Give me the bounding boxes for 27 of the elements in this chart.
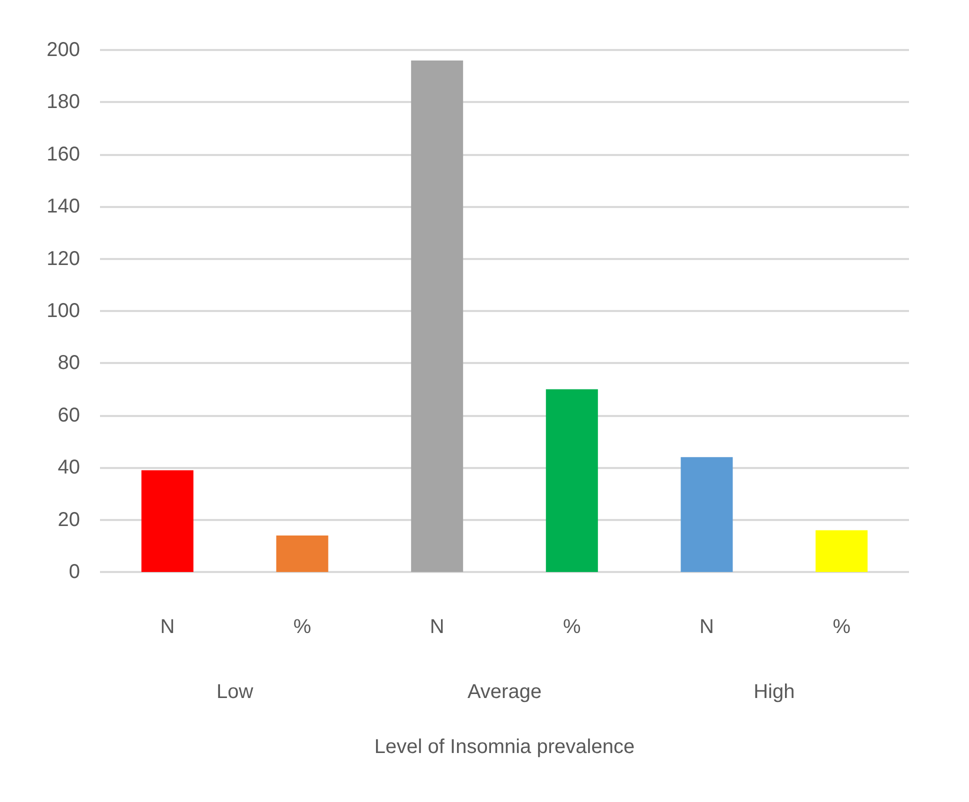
bar [546,389,598,572]
text: Average [467,681,542,703]
text: Low [216,681,254,703]
x-tick-label: % [563,616,582,638]
y-tick-label: 20 [58,508,80,531]
x-tick-label: N [700,616,714,638]
bar [816,530,868,572]
bar [276,535,328,572]
bar [411,60,464,572]
y-tick-label: 80 [58,352,80,374]
x-tick-label: N [160,616,175,638]
text: High [754,681,795,703]
x-tick-label: % [832,616,851,638]
x-tick-label: % [293,616,312,638]
y-tick-label: 100 [46,300,80,322]
x-tick-label: N [430,616,444,638]
y-tick-label: 0 [68,561,80,583]
x-axis-title: Level of Insomnia prevalence [374,736,635,758]
y-tick-label: 180 [46,91,80,114]
y-tick-label: 200 [46,39,80,61]
bar [141,470,194,572]
y-tick-label: 60 [58,404,80,426]
y-tick-label: 40 [58,456,80,479]
y-tick-label: 160 [46,143,80,166]
y-tick-label: 120 [46,248,80,270]
bar [680,457,733,572]
y-tick-label: 140 [46,196,80,218]
